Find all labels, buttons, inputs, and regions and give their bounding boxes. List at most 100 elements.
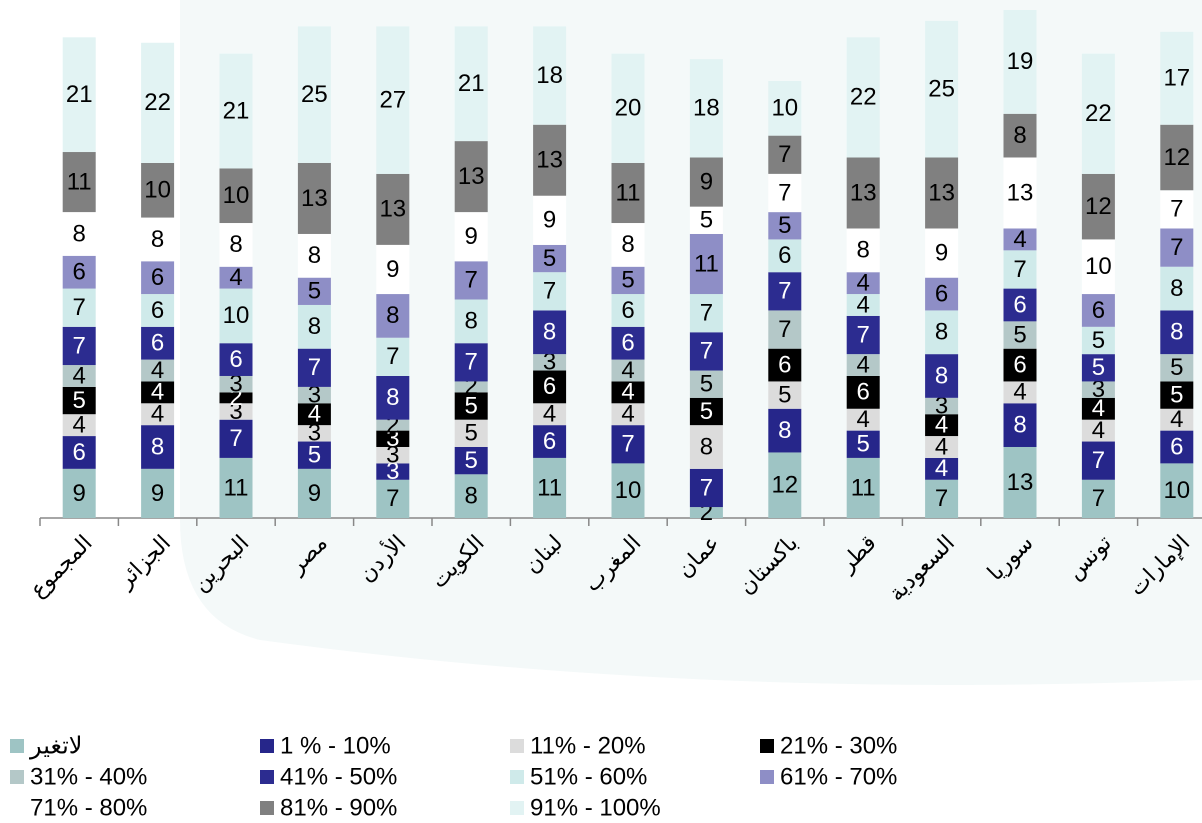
bar-segment (611, 162, 645, 224)
legend-swatch (760, 739, 774, 753)
bar-segment (1081, 326, 1115, 355)
data-label: 7 (778, 141, 791, 168)
data-label: 12 (1163, 144, 1190, 171)
bar-segment (1081, 173, 1115, 240)
bar-segment (1003, 113, 1037, 158)
bar-segment (533, 425, 567, 458)
data-label: 11 (616, 179, 641, 206)
bar-segment (1160, 381, 1194, 409)
data-label: 20 (615, 95, 642, 122)
bar-segment (1081, 419, 1115, 442)
legend-swatch (510, 739, 524, 753)
bar-segment (219, 392, 253, 404)
bar-segment (1081, 441, 1115, 480)
data-label: 4 (1170, 406, 1183, 433)
bar-segment (846, 408, 880, 431)
data-label: 9 (386, 256, 399, 283)
data-label: 9 (700, 168, 713, 195)
data-label: 7 (700, 338, 713, 365)
bar-segment (689, 332, 723, 371)
legend-swatch (760, 770, 774, 784)
data-label: 8 (386, 384, 399, 411)
bar-segment (1003, 348, 1037, 382)
legend-label: 1 % - 10% (280, 732, 391, 759)
data-label: 8 (1170, 275, 1183, 302)
legend-label: 51% - 60% (530, 763, 647, 790)
data-label: 6 (543, 373, 556, 400)
bar-segment (141, 294, 175, 327)
data-label: 6 (73, 439, 86, 466)
data-label: 3 (386, 458, 399, 485)
bar-segment (62, 212, 96, 256)
data-label: 6 (73, 259, 86, 286)
bar-segment (62, 365, 96, 387)
bar-segment (768, 212, 802, 240)
data-label: 7 (386, 485, 399, 512)
bar-segment (62, 326, 96, 366)
bar-segment (219, 419, 253, 458)
bar-segment (454, 141, 488, 213)
bar-segment (454, 212, 488, 262)
data-label: 5 (1013, 321, 1026, 348)
bar-segment (768, 348, 802, 382)
bar-segment (611, 403, 645, 426)
data-label: 6 (1092, 297, 1105, 324)
bar-segment (219, 53, 253, 169)
data-label: 7 (386, 343, 399, 370)
data-label: 9 (308, 480, 321, 507)
bar-segment (1160, 463, 1194, 518)
bar-segment (297, 162, 331, 234)
data-label: 25 (928, 76, 955, 103)
data-label: 7 (700, 300, 713, 327)
legend-label: 81% - 90% (280, 794, 397, 821)
bar-segment (1160, 430, 1194, 464)
data-label: 10 (223, 302, 250, 329)
bar-segment (141, 162, 175, 218)
data-label: 6 (935, 280, 948, 307)
bar-segment (219, 457, 253, 518)
bar-segment (1003, 10, 1037, 114)
bar-segment (925, 457, 959, 480)
data-label: 6 (778, 351, 791, 378)
bar-segment (454, 392, 488, 420)
data-label: 8 (465, 308, 478, 335)
data-label: 7 (935, 485, 948, 512)
data-label: 6 (151, 297, 164, 324)
bar-segment (611, 266, 645, 295)
bar-segment (297, 441, 331, 469)
legend-swatch (260, 801, 274, 815)
bar-segment (141, 42, 175, 163)
bar-segment (533, 354, 567, 371)
data-label: 8 (465, 482, 478, 509)
data-label: 4 (621, 379, 634, 406)
bar-segment (1003, 381, 1037, 404)
data-label: 6 (621, 330, 634, 357)
bar-segment (533, 457, 567, 518)
bar-segment (1003, 321, 1037, 349)
bar-segment (1003, 250, 1037, 289)
bar-segment (376, 375, 410, 420)
bar-segment (1081, 53, 1115, 174)
bar-segment (1081, 479, 1115, 518)
data-label: 5 (73, 387, 86, 414)
bar-segment (925, 436, 959, 458)
bar-segment (533, 403, 567, 426)
data-label: 8 (935, 319, 948, 346)
data-label: 6 (1013, 291, 1026, 318)
data-label: 12 (771, 472, 798, 499)
data-label: 8 (700, 433, 713, 460)
data-label: 7 (465, 267, 478, 294)
data-label: 4 (857, 406, 870, 433)
data-label: 5 (308, 278, 321, 305)
bar-segment (141, 326, 175, 360)
data-label: 4 (621, 357, 634, 384)
data-label: 10 (223, 182, 250, 209)
bar-segment (925, 397, 959, 415)
bar-segment (376, 294, 410, 338)
data-label: 7 (778, 278, 791, 305)
data-label: 5 (543, 245, 556, 272)
data-label: 13 (536, 147, 563, 174)
data-label: 5 (1170, 354, 1183, 381)
bar-segment (846, 315, 880, 355)
data-label: 8 (151, 433, 164, 460)
